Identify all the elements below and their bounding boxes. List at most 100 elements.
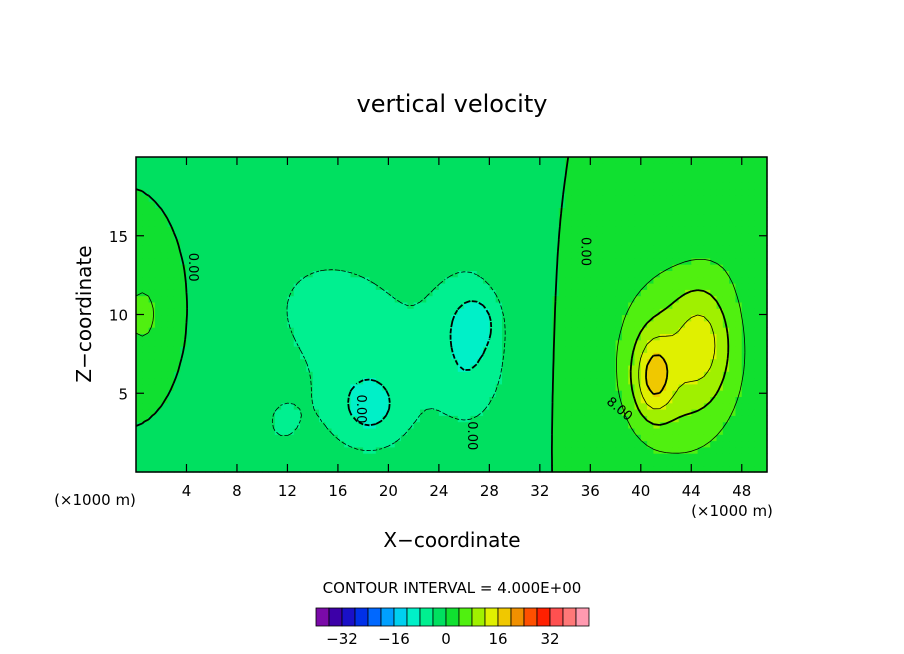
field-cell	[331, 339, 339, 347]
field-cell	[148, 188, 156, 196]
field-cell	[192, 377, 200, 385]
field-cell	[363, 402, 371, 410]
field-cell	[703, 226, 711, 234]
field-cell	[710, 434, 718, 442]
field-cell	[287, 238, 295, 246]
field-cell	[375, 283, 383, 290]
field-cell	[451, 446, 459, 454]
field-cell	[710, 314, 718, 322]
field-cell	[331, 415, 339, 423]
field-cell	[602, 339, 610, 347]
field-cell	[438, 270, 446, 278]
field-cell	[356, 465, 364, 473]
field-cell	[710, 226, 718, 234]
field-cell	[445, 396, 453, 404]
field-cell	[199, 270, 207, 278]
field-cell	[306, 308, 314, 316]
field-cell	[419, 465, 427, 473]
field-cell	[192, 157, 200, 164]
field-cell	[501, 201, 509, 208]
field-cell	[142, 201, 150, 208]
field-cell	[659, 182, 667, 190]
field-cell	[457, 409, 465, 416]
field-cell	[508, 238, 516, 246]
field-cell	[501, 188, 509, 196]
field-cell	[508, 453, 516, 460]
field-cell	[760, 320, 768, 328]
field-cell	[344, 295, 352, 303]
field-cell	[520, 157, 528, 164]
field-cell	[722, 339, 730, 347]
field-cell	[312, 390, 320, 397]
field-cell	[565, 352, 572, 360]
field-cell	[666, 402, 673, 410]
field-cell	[337, 175, 345, 183]
field-cell	[476, 289, 484, 297]
field-cell	[697, 264, 705, 271]
field-cell	[451, 220, 459, 227]
field-cell	[274, 251, 282, 259]
field-cell	[590, 402, 598, 410]
field-cell	[199, 276, 207, 284]
field-cell	[666, 270, 673, 278]
field-cell	[640, 377, 648, 385]
field-cell	[501, 421, 509, 429]
field-cell	[375, 402, 383, 410]
field-cell	[211, 238, 219, 246]
field-cell	[230, 157, 238, 164]
field-cell	[539, 295, 547, 303]
field-cell	[716, 358, 724, 366]
field-cell	[394, 434, 402, 442]
field-cell	[634, 358, 642, 366]
field-cell	[590, 415, 598, 423]
field-cell	[274, 383, 282, 391]
field-cell	[363, 396, 371, 404]
field-cell	[476, 459, 484, 467]
field-cell	[691, 245, 699, 253]
field-cell	[382, 453, 389, 460]
field-cell	[413, 352, 421, 360]
field-cell	[527, 283, 535, 290]
field-cell	[300, 264, 307, 271]
field-cell	[609, 390, 617, 397]
field-cell	[470, 308, 478, 316]
field-cell	[312, 333, 320, 341]
field-cell	[741, 358, 749, 366]
field-cell	[621, 232, 629, 240]
field-cell	[438, 339, 446, 347]
field-cell	[199, 440, 207, 448]
field-cell	[192, 175, 200, 183]
field-cell	[136, 226, 143, 234]
field-cell	[274, 213, 282, 221]
field-cell	[464, 283, 472, 290]
field-cell	[754, 409, 762, 416]
field-cell	[729, 434, 737, 442]
field-cell	[312, 201, 320, 208]
field-cell	[325, 220, 333, 227]
field-cell	[394, 358, 402, 366]
field-cell	[741, 245, 749, 253]
field-cell	[457, 371, 465, 379]
field-cell	[382, 169, 389, 177]
field-cell	[300, 301, 307, 309]
field-cell	[388, 383, 396, 391]
field-cell	[337, 182, 345, 190]
field-cell	[142, 251, 150, 259]
field-cell	[236, 427, 244, 435]
field-cell	[224, 446, 232, 454]
field-cell	[735, 257, 743, 265]
field-cell	[287, 434, 295, 442]
field-cell	[161, 459, 169, 467]
field-cell	[609, 377, 617, 385]
field-cell	[501, 320, 509, 328]
field-cell	[464, 402, 472, 410]
field-cell	[369, 465, 377, 473]
field-cell	[741, 421, 749, 429]
field-cell	[445, 270, 453, 278]
field-cell	[659, 245, 667, 253]
field-cell	[375, 220, 383, 227]
field-cell	[514, 390, 522, 397]
field-cell	[255, 333, 263, 341]
field-cell	[584, 245, 591, 253]
field-cell	[514, 251, 522, 259]
